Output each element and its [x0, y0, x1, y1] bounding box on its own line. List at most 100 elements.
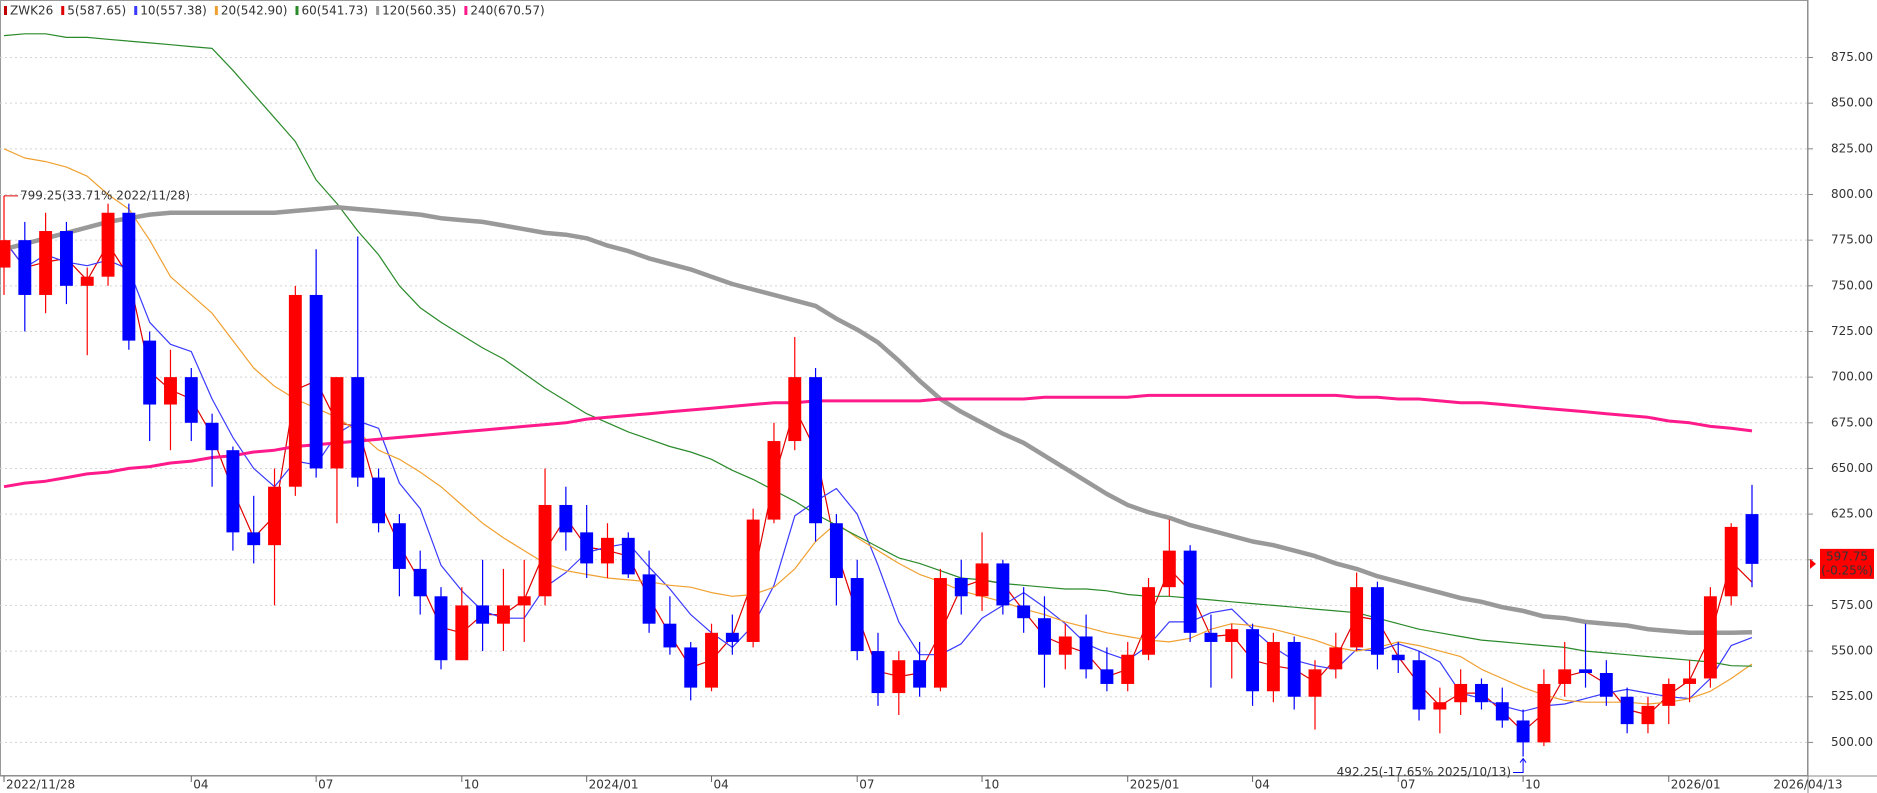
- candle-body: [580, 532, 594, 564]
- candle-body: [39, 231, 53, 295]
- last-price-box: [1820, 548, 1874, 579]
- candle-body: [1745, 514, 1759, 564]
- candle-body: [1370, 587, 1384, 655]
- annotation: 799.25(33.71% 2022/11/28): [20, 188, 190, 202]
- legend-entry: 10(557.38): [140, 4, 207, 18]
- candle-body: [788, 377, 802, 442]
- candle-body: [621, 537, 635, 575]
- candle-body: [1703, 596, 1717, 679]
- legend-swatch: [61, 6, 65, 15]
- legend-title: ZWK26: [10, 4, 53, 18]
- candle-body: [517, 596, 531, 606]
- plot-frame: [0, 0, 1808, 776]
- candle-body: [226, 450, 240, 533]
- candle-body: [1162, 550, 1176, 588]
- ma-line: [3, 33, 1753, 667]
- candle-body: [1391, 654, 1405, 661]
- x-end-label: 2026/04/13: [1773, 778, 1842, 792]
- x-tick-label: 04: [714, 778, 729, 792]
- candle-body: [434, 596, 448, 661]
- legend-swatch: [376, 6, 380, 15]
- y-tick-label: 525.00: [1831, 689, 1873, 703]
- candle-body: [122, 212, 136, 341]
- candle-body: [330, 377, 344, 469]
- x-tick-label: 2024/01: [589, 778, 639, 792]
- candle-body: [351, 377, 365, 478]
- legend-swatch: [295, 6, 299, 15]
- candle-body: [663, 623, 677, 648]
- candle-body: [1142, 587, 1155, 655]
- candle-body: [288, 294, 302, 487]
- candle-body: [143, 340, 157, 405]
- y-tick-label: 750.00: [1831, 278, 1873, 292]
- candle-body: [80, 276, 94, 286]
- legend-entry: 120(560.35): [382, 4, 456, 18]
- candle-body: [538, 504, 552, 597]
- candle-body: [101, 212, 115, 277]
- candle-body: [1183, 550, 1197, 633]
- candle-body: [1079, 636, 1093, 670]
- ma-line: [3, 148, 1753, 705]
- y-tick-label: 675.00: [1831, 415, 1873, 429]
- candle-body: [247, 532, 261, 546]
- candle-body: [1433, 702, 1447, 710]
- candle-body: [309, 294, 323, 469]
- candle-body: [1017, 605, 1031, 619]
- candle-body: [184, 377, 198, 423]
- annotation: 492.25(-17.65% 2025/10/13): [1337, 765, 1511, 779]
- x-tick-label: 04: [193, 778, 208, 792]
- candle-body: [829, 523, 843, 579]
- y-tick-label: 875.00: [1831, 50, 1873, 64]
- candle-body: [413, 568, 427, 597]
- candle-body: [1287, 641, 1301, 697]
- legend-swatch: [214, 6, 218, 15]
- candle-body: [767, 441, 781, 520]
- candle-body: [455, 605, 469, 661]
- x-tick-label: 10: [464, 778, 479, 792]
- y-tick-label: 575.00: [1831, 598, 1873, 612]
- x-tick-label: 2022/11/28: [6, 778, 75, 792]
- candle-body: [975, 563, 989, 597]
- legend-entry: 240(670.57): [470, 4, 544, 18]
- candle-body: [1558, 669, 1572, 684]
- x-tick-label: 07: [859, 778, 874, 792]
- candle-body: [1246, 629, 1260, 692]
- x-tick-label: 10: [984, 778, 999, 792]
- candle-body: [1599, 672, 1613, 697]
- x-tick-label: 07: [1400, 778, 1415, 792]
- x-tick-label: 07: [318, 778, 333, 792]
- candle-body: [1329, 647, 1343, 670]
- legend-swatch: [134, 6, 138, 15]
- candle-body: [684, 647, 698, 688]
- candle-body: [18, 240, 32, 295]
- candle-body: [164, 377, 177, 405]
- candle-body: [559, 504, 573, 533]
- candle-body: [850, 578, 864, 652]
- candle-body: [809, 377, 823, 524]
- candle-body: [1225, 629, 1239, 642]
- candle-body: [1724, 526, 1738, 597]
- y-tick-label: 550.00: [1831, 644, 1873, 658]
- last-price-marker: [1810, 558, 1816, 569]
- candle-body: [933, 578, 947, 688]
- legend-entry: 20(542.90): [221, 4, 288, 18]
- candle-body: [1100, 669, 1114, 684]
- y-tick-label: 800.00: [1831, 187, 1873, 201]
- candle-body: [1266, 641, 1280, 692]
- x-tick-label: 2025/01: [1130, 778, 1180, 792]
- candle-body: [1537, 683, 1551, 743]
- annotation-leader: [1513, 757, 1527, 774]
- candle-body: [268, 486, 281, 546]
- candle-body: [996, 563, 1010, 606]
- candle-body: [954, 578, 968, 597]
- y-tick-label: 650.00: [1831, 461, 1873, 475]
- y-tick-label: 725.00: [1831, 324, 1873, 338]
- legend-entry: 5(587.65): [67, 4, 126, 18]
- legend-entry: 60(541.73): [301, 4, 368, 18]
- ma-line: [3, 393, 1753, 489]
- candle-body: [1683, 678, 1697, 684]
- x-tick-label: 04: [1255, 778, 1270, 792]
- candle-body: [1641, 705, 1655, 725]
